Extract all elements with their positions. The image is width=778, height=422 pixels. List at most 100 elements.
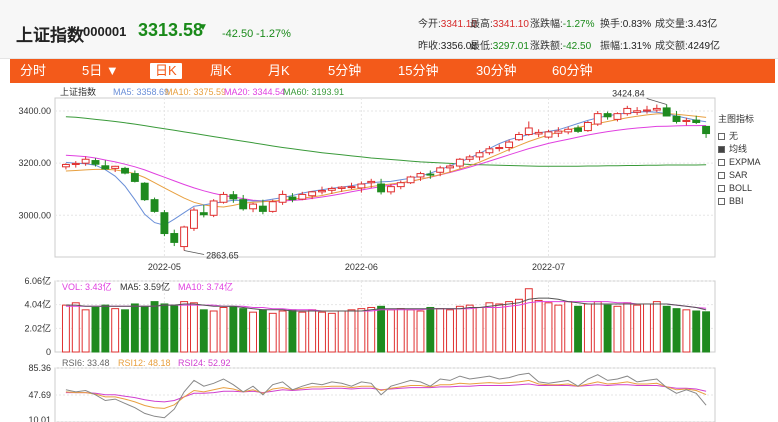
volume-tick-label: 4.04亿 (24, 299, 51, 310)
tab-5day[interactable]: 5日 ▼ (82, 63, 119, 78)
volume-bar (682, 309, 691, 353)
candle-body (337, 186, 346, 189)
candle-body (219, 193, 228, 203)
volume-bar (357, 308, 366, 353)
candle-body (377, 183, 386, 193)
volume-bar (61, 304, 70, 353)
candle-body (524, 127, 533, 135)
volume-bar (652, 301, 661, 353)
volume-bar (495, 303, 504, 353)
candle-body (633, 110, 642, 113)
volume-bar (377, 305, 386, 353)
kline-chart[interactable]: 3400.00 3200.00 3000.00 2022-05 2022-06 2022-… (0, 85, 778, 422)
candle-body (61, 163, 70, 168)
volume-bar (140, 305, 149, 353)
volume-bar (485, 302, 494, 353)
volume-bar (446, 309, 454, 353)
main-panel-frame (54, 97, 716, 258)
volume-bar (298, 311, 307, 353)
period-tab-bar: 分时 5日 ▼ 日K 周K 月K 5分钟 15分钟 30分钟 60分钟 (10, 59, 775, 83)
candle-body (593, 113, 602, 125)
candle-body (298, 193, 307, 200)
tab-monthly-k[interactable]: 月K (268, 63, 290, 78)
candle-body (564, 128, 573, 133)
candle-body (613, 113, 622, 120)
index-code: 000001 (83, 24, 127, 39)
tab-5min[interactable]: 5分钟 (328, 63, 362, 78)
volume-bar (71, 302, 80, 353)
main-legend-ma60: MA60: 3193.91 (283, 87, 344, 97)
indicator-option[interactable]: SAR (718, 169, 761, 182)
volume-bar (278, 310, 287, 353)
checkbox-icon[interactable] (718, 185, 725, 192)
quote-stat-label: 昨收: (418, 41, 441, 52)
volume-bar (180, 301, 189, 353)
indicator-option[interactable]: BBI (718, 195, 761, 208)
tab-30min[interactable]: 30分钟 (476, 63, 517, 78)
indicator-option[interactable]: EXPMA (718, 156, 761, 169)
indicator-option[interactable]: 均线 (718, 143, 761, 156)
volume-bar (623, 302, 632, 353)
indicator-option-label: BBI (729, 196, 744, 206)
volume-bar (91, 306, 100, 353)
low-annotation: 2863.65 (206, 250, 239, 260)
volume-bar (130, 303, 139, 353)
indicator-option[interactable]: BOLL (718, 182, 761, 195)
checkbox-icon[interactable] (718, 172, 725, 179)
quote-stat-value: 3297.01 (492, 41, 529, 52)
quote-stat-label: 涨跌幅: (530, 19, 563, 30)
rsi-legend-rsi24: RSI24: 52.92 (178, 358, 231, 368)
quote-stat: 最低:3297.01 (470, 37, 529, 52)
y-tick-label: 3200.00 (18, 158, 51, 168)
tab-weekly-k[interactable]: 周K (210, 63, 232, 78)
volume-bar (229, 305, 238, 353)
high-marker-line (646, 98, 667, 105)
quote-stat: 成交额:4249亿 (655, 37, 720, 52)
high-annotation: 3424.84 (612, 89, 645, 99)
volume-bar (564, 301, 573, 353)
tab-15min[interactable]: 15分钟 (398, 63, 439, 78)
volume-bar (367, 306, 376, 353)
candle-body (426, 173, 435, 176)
tab-fenshi[interactable]: 分时 (20, 63, 47, 78)
quote-stat: 最高:3341.10 (470, 15, 529, 30)
tab-60min[interactable]: 60分钟 (552, 63, 593, 78)
candle-body (485, 148, 494, 154)
quote-stat-value: -42.50 (562, 41, 592, 52)
candle-body (406, 176, 415, 184)
quote-stat-value: 0.83% (622, 19, 652, 30)
indicator-option-label: EXPMA (729, 157, 761, 167)
quote-stat-label: 成交额: (655, 41, 688, 52)
checkbox-icon[interactable] (718, 146, 725, 153)
volume-bar (603, 304, 612, 353)
volume-bar (160, 303, 169, 353)
ma20-line (65, 125, 707, 202)
candle-body (288, 196, 297, 201)
checkbox-icon[interactable] (718, 133, 725, 140)
candle-body (623, 107, 632, 115)
x-tick-label: 2022-06 (345, 262, 378, 272)
candle-body (436, 167, 445, 173)
volume-bar (150, 301, 159, 353)
rsi-legend-rsi12: RSI12: 48.18 (118, 358, 171, 368)
candle-body (396, 182, 405, 188)
rsi6-line (65, 372, 707, 419)
rsi-legend-rsi6: RSI6: 33.48 (62, 358, 110, 368)
volume-bar (524, 288, 533, 353)
candle-body (515, 133, 523, 141)
volume-legend-vol: VOL: 3.43亿 (62, 281, 112, 292)
x-tick-label: 2022-05 (148, 262, 181, 272)
volume-bar (534, 299, 543, 353)
candle-body (554, 130, 563, 134)
checkbox-icon[interactable] (718, 159, 725, 166)
candle-body (534, 131, 543, 135)
tab-daily-k[interactable]: 日K (150, 63, 182, 79)
main-indicator-panel: 主图指标 无均线 EXPMA SAR BOLL BBI (718, 112, 761, 208)
y-tick-label: 3400.00 (18, 106, 51, 116)
checkbox-icon[interactable] (718, 198, 725, 205)
candle-body (180, 226, 189, 248)
indicator-option[interactable]: 无 (718, 130, 761, 143)
down-arrow-icon: ▼ (198, 22, 208, 33)
candle-body (367, 180, 376, 184)
candle-body (505, 141, 514, 149)
